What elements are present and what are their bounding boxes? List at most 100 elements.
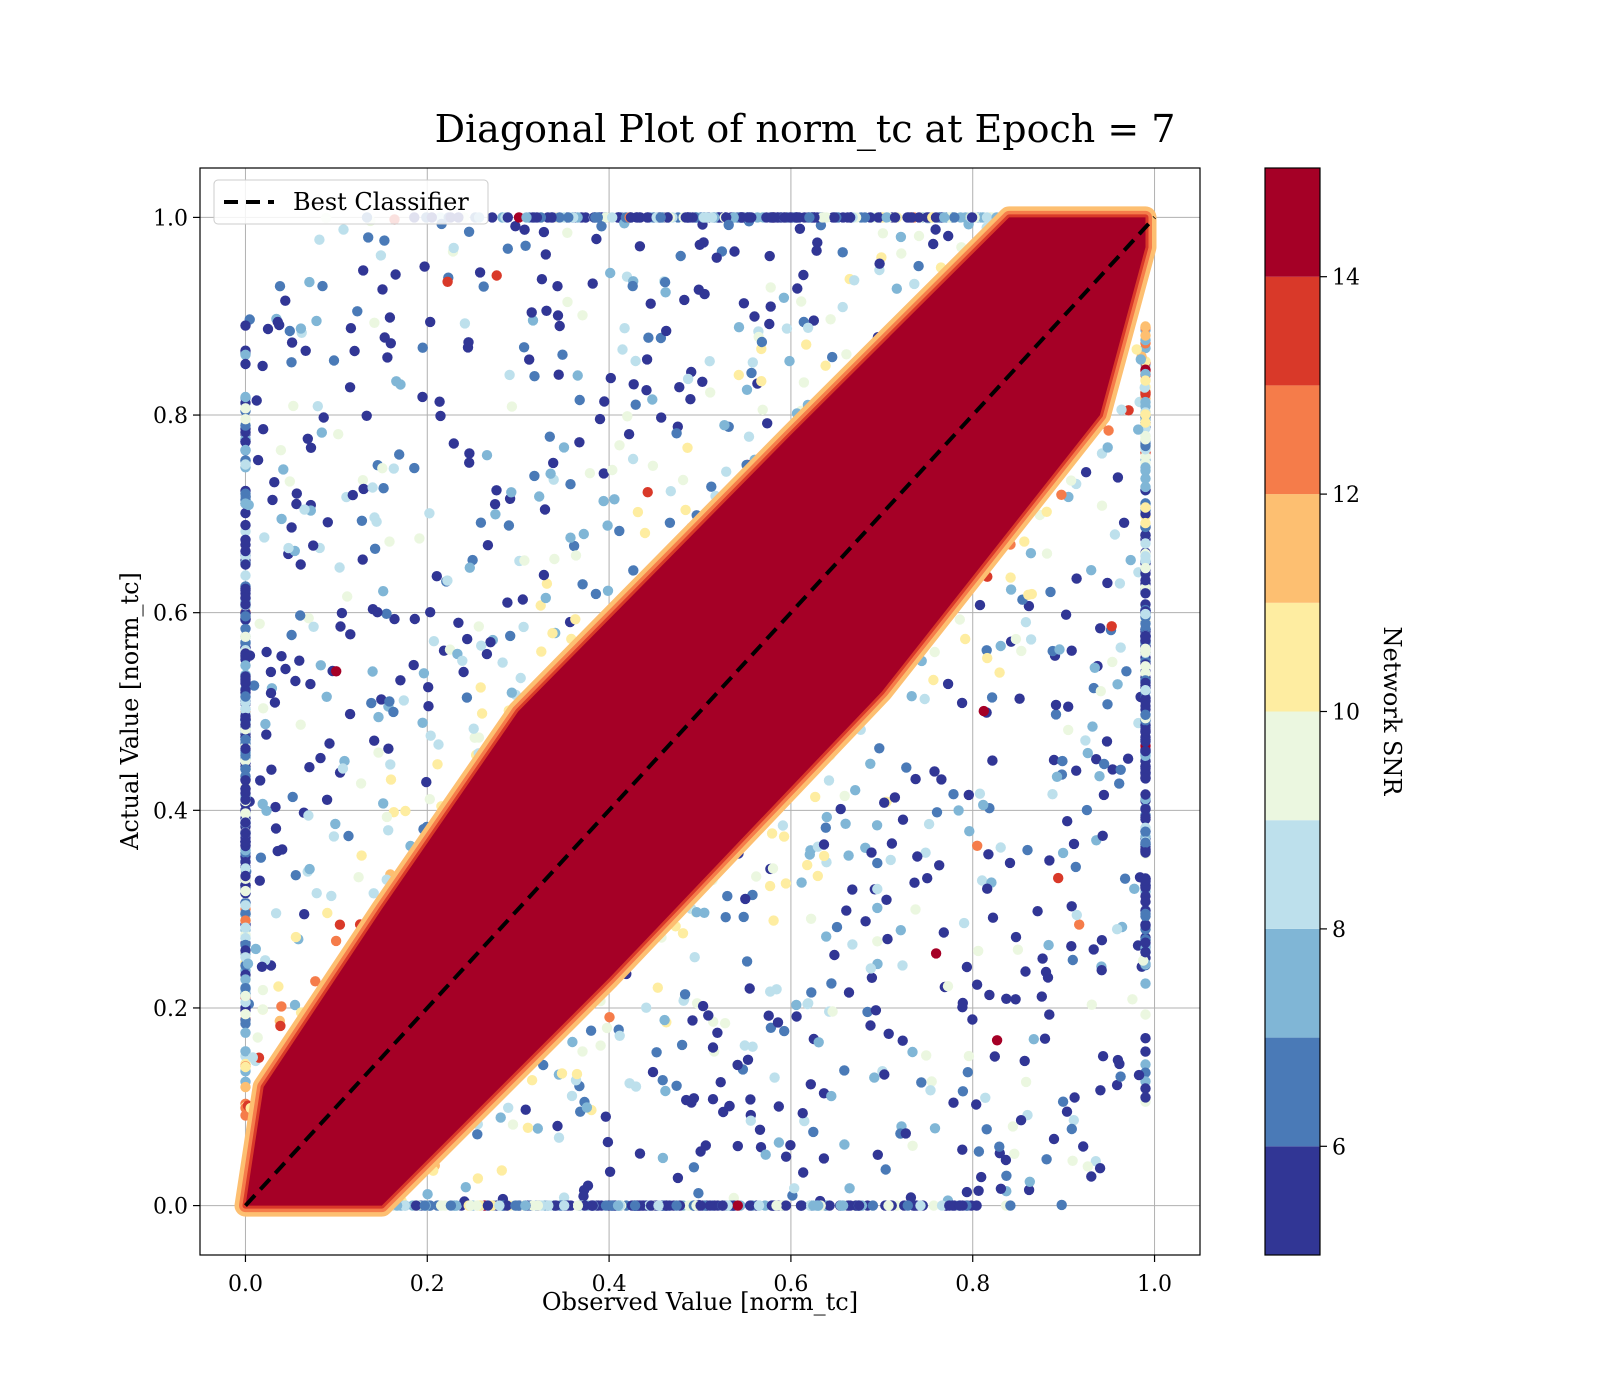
scatter-point [265, 687, 277, 699]
scatter-point [596, 221, 607, 232]
scatter-point [240, 545, 251, 557]
scatter-point [1112, 679, 1123, 690]
scatter-point [685, 394, 696, 405]
scatter-point [957, 1144, 968, 1155]
scatter-point [850, 785, 861, 796]
scatter-point [687, 1015, 698, 1026]
scatter-point [1025, 634, 1037, 645]
scatter-point [308, 540, 319, 551]
scatter-point [361, 410, 372, 421]
scatter-point [1140, 473, 1151, 484]
scatter-point [262, 323, 274, 335]
scatter-point [634, 241, 646, 252]
scatter-point [372, 607, 383, 618]
scatter-point [591, 233, 602, 245]
colorbar-bin [1265, 494, 1320, 603]
scatter-point [733, 369, 744, 381]
scatter-point [779, 1025, 790, 1037]
scatter-point [641, 385, 652, 396]
scatter-point [753, 1200, 765, 1211]
scatter-point [1000, 1154, 1012, 1166]
x-tick-label: 0.8 [955, 1272, 990, 1297]
scatter-point [344, 708, 356, 720]
scatter-point [659, 277, 671, 288]
scatter-point [1025, 548, 1037, 559]
scatter-point [916, 1077, 927, 1088]
scatter-point [724, 1100, 735, 1112]
scatter-point [980, 1092, 991, 1104]
scatter-point [802, 998, 813, 1010]
scatter-point [843, 987, 855, 998]
scatter-point [311, 315, 322, 327]
scatter-point [240, 990, 251, 1002]
scatter-point [269, 477, 280, 488]
scatter-point [562, 227, 573, 238]
scatter-point [505, 630, 516, 642]
scatter-point [1063, 701, 1074, 712]
scatter-point [745, 1094, 756, 1105]
scatter-point [824, 1200, 835, 1211]
scatter-point [768, 915, 779, 926]
scatter-point [722, 890, 733, 902]
scatter-point [395, 675, 406, 686]
scatter-point [1060, 609, 1072, 620]
scatter-point [1138, 955, 1149, 966]
scatter-point [1044, 855, 1055, 866]
scatter-point [482, 540, 494, 551]
scatter-point [408, 659, 419, 671]
scatter-point [953, 805, 964, 816]
scatter-point [983, 849, 994, 860]
scatter-point [810, 791, 821, 803]
scatter-point [252, 454, 264, 466]
scatter-point [398, 695, 409, 706]
scatter-point [552, 281, 563, 292]
scatter-point [1133, 1069, 1145, 1081]
scatter-point [728, 212, 739, 223]
scatter-point [766, 828, 778, 839]
scatter-point [1015, 1115, 1027, 1126]
scatter-point [290, 931, 302, 943]
scatter-point [240, 358, 251, 370]
y-tick-label: 0.6 [153, 602, 188, 627]
scatter-point [590, 588, 602, 600]
scatter-point [738, 298, 750, 309]
scatter-point [679, 294, 690, 306]
scatter-point [345, 323, 357, 334]
scatter-point [802, 322, 814, 333]
scatter-point [1140, 804, 1151, 815]
scatter-point [784, 355, 795, 367]
scatter-point [963, 789, 974, 801]
scatter-point [541, 578, 553, 589]
scatter-point [1131, 344, 1142, 355]
scatter-point [986, 692, 998, 703]
scatter-point [275, 445, 287, 456]
scatter-point [1140, 481, 1151, 493]
scatter-point [843, 850, 854, 861]
scatter-point [335, 621, 346, 632]
scatter-point [729, 246, 740, 257]
scatter-point [974, 599, 986, 611]
scatter-point [280, 295, 291, 306]
scatter-point [598, 468, 609, 479]
scatter-point [1140, 562, 1151, 574]
scatter-point [240, 675, 251, 687]
scatter-point [1050, 699, 1062, 711]
scatter-point [1086, 999, 1098, 1010]
scatter-point [879, 1069, 890, 1080]
scatter-point [628, 565, 639, 576]
scatter-point [534, 491, 545, 502]
scatter-point [826, 978, 837, 989]
scatter-point [294, 655, 305, 666]
x-axis-ticks: 0.0 0.2 0.4 0.6 0.8 1.0 [228, 1255, 1172, 1297]
scatter-point [572, 1200, 584, 1211]
scatter-point [796, 877, 807, 888]
scatter-point [553, 369, 564, 380]
scatter-point [585, 1025, 597, 1036]
scatter-point [580, 212, 591, 223]
scatter-point [349, 345, 360, 357]
scatter-point [902, 1200, 913, 1211]
scatter-point [1043, 939, 1054, 951]
scatter-point [1106, 621, 1117, 632]
scatter-point [934, 860, 945, 871]
